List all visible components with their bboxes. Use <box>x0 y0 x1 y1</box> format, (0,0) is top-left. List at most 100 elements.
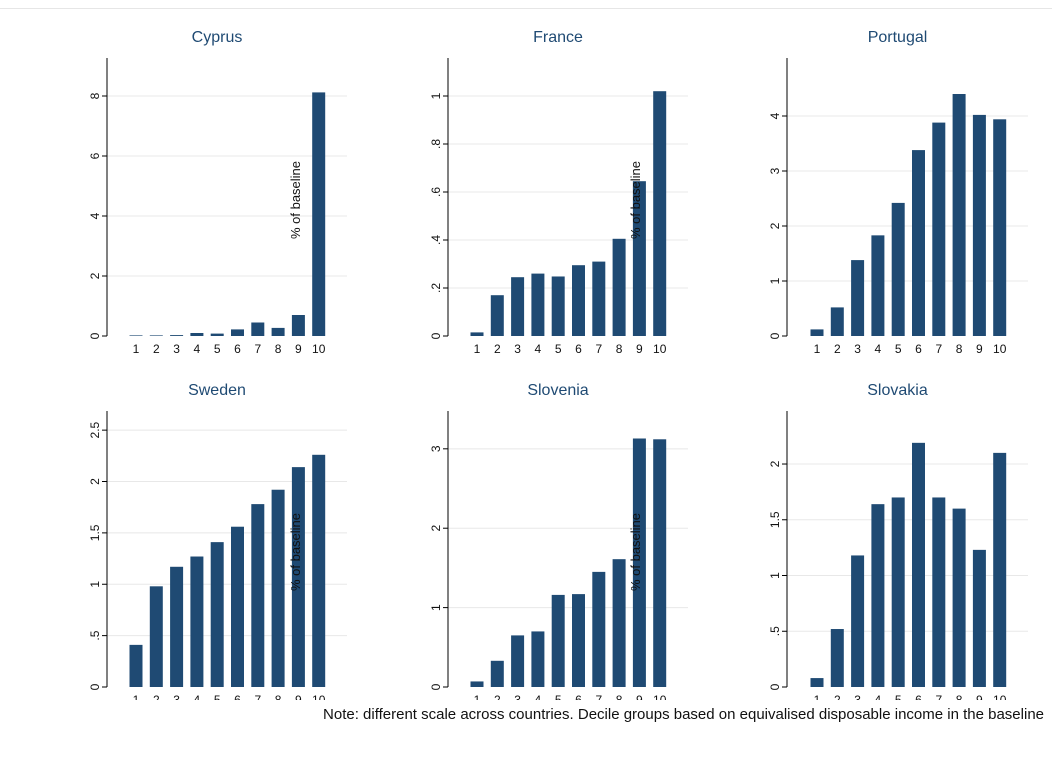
y-tick-label: 0 <box>429 332 443 339</box>
chart-note: Note: different scale across countries. … <box>323 706 1044 723</box>
panel-title: France <box>533 29 583 46</box>
x-tick-label: 5 <box>895 693 902 700</box>
x-tick-label: 9 <box>976 693 983 700</box>
bar-4 <box>531 631 545 687</box>
x-tick-label: 4 <box>875 693 882 700</box>
x-tick-label: 8 <box>616 693 623 700</box>
x-tick-label: 8 <box>616 342 623 356</box>
x-tick-label: 7 <box>935 342 942 356</box>
x-tick-label: 7 <box>595 693 602 700</box>
bar-5 <box>210 333 224 336</box>
x-tick-label: 3 <box>514 693 521 700</box>
y-tick-label: 2 <box>429 525 443 532</box>
panel-title: Slovenia <box>527 382 588 399</box>
y-axis-label: % of baseline <box>288 161 303 239</box>
bar-2 <box>830 629 844 687</box>
bar-2 <box>149 335 163 336</box>
bar-9 <box>291 315 305 336</box>
x-tick-label: 8 <box>275 342 282 356</box>
bar-10 <box>312 92 326 337</box>
top-divider <box>0 8 1052 9</box>
x-tick-label: 3 <box>514 342 521 356</box>
x-tick-label: 5 <box>555 693 562 700</box>
x-tick-label: 7 <box>254 693 261 700</box>
bar-6 <box>572 265 585 336</box>
x-tick-label: 6 <box>234 693 241 700</box>
y-tick-label: 1 <box>429 604 443 611</box>
bar-9 <box>972 114 986 337</box>
bar-3 <box>170 335 184 336</box>
x-tick-label: 2 <box>153 693 160 700</box>
x-tick-label: 5 <box>895 342 902 356</box>
x-tick-label: 3 <box>173 342 180 356</box>
bar-5 <box>551 276 565 336</box>
bar-4 <box>190 333 204 336</box>
x-tick-label: 1 <box>814 693 821 700</box>
panel-title: Sweden <box>188 382 246 399</box>
x-tick-label: 1 <box>133 693 140 700</box>
x-tick-label: 10 <box>312 693 326 700</box>
bar-6 <box>912 442 925 687</box>
x-tick-label: 2 <box>494 693 501 700</box>
x-tick-label: 10 <box>653 693 667 700</box>
x-tick-label: 2 <box>834 693 841 700</box>
x-tick-label: 4 <box>535 342 542 356</box>
x-tick-label: 3 <box>854 693 861 700</box>
x-tick-label: 1 <box>133 342 140 356</box>
x-tick-label: 10 <box>312 342 326 356</box>
x-tick-label: 9 <box>976 342 983 356</box>
bar-10 <box>653 439 667 687</box>
x-tick-label: 9 <box>295 693 302 700</box>
bar-3 <box>170 566 184 687</box>
y-tick-label: .5 <box>768 626 782 636</box>
bar-10 <box>993 119 1007 336</box>
bar-2 <box>490 295 504 336</box>
y-tick-label: 1.5 <box>88 524 102 541</box>
bar-7 <box>251 504 265 687</box>
x-tick-label: 6 <box>915 342 922 356</box>
panel-slovakia: 0 .5 1 1.5 2 1 2 3 4 5 6 7 8 9 10 Slovakia <box>768 382 1028 700</box>
panel-title: Portugal <box>868 29 928 46</box>
bar-4 <box>871 504 885 687</box>
bar-3 <box>851 260 865 336</box>
bar-10 <box>312 454 326 687</box>
bar-4 <box>190 556 204 687</box>
bar-1 <box>129 335 143 336</box>
y-tick-label: .2 <box>429 283 443 293</box>
y-tick-label: 0 <box>88 683 102 690</box>
bar-5 <box>891 497 905 687</box>
y-tick-label: 0 <box>429 683 443 690</box>
bar-8 <box>271 489 285 687</box>
x-tick-label: 6 <box>575 693 582 700</box>
y-tick-label: 3 <box>429 445 443 452</box>
bar-1 <box>470 332 484 336</box>
x-tick-label: 4 <box>535 693 542 700</box>
bar-2 <box>490 660 504 687</box>
x-tick-label: 7 <box>935 693 942 700</box>
x-tick-label: 9 <box>636 693 643 700</box>
x-tick-label: 7 <box>254 342 261 356</box>
y-tick-label: 2 <box>88 272 102 279</box>
x-tick-label: 10 <box>653 342 667 356</box>
y-tick-label: 2 <box>88 478 102 485</box>
x-tick-label: 2 <box>153 342 160 356</box>
bar-5 <box>210 542 224 687</box>
panel-title: Cyprus <box>192 29 243 46</box>
x-tick-label: 9 <box>295 342 302 356</box>
y-tick-label: 1 <box>429 92 443 99</box>
x-tick-label: 8 <box>275 693 282 700</box>
y-tick-label: 2.5 <box>88 421 102 438</box>
x-tick-label: 1 <box>474 693 481 700</box>
y-tick-label: .5 <box>88 630 102 640</box>
y-tick-label: 1 <box>768 572 782 579</box>
x-tick-label: 1 <box>814 342 821 356</box>
panel-slovenia: 0 1 2 3 1 2 3 4 5 6 7 8 9 10 Slovenia % of baseline <box>429 382 688 700</box>
y-axis-label: % of baseline <box>288 513 303 591</box>
y-tick-label: 6 <box>88 152 102 159</box>
x-tick-label: 5 <box>214 342 221 356</box>
bar-9 <box>632 181 646 336</box>
